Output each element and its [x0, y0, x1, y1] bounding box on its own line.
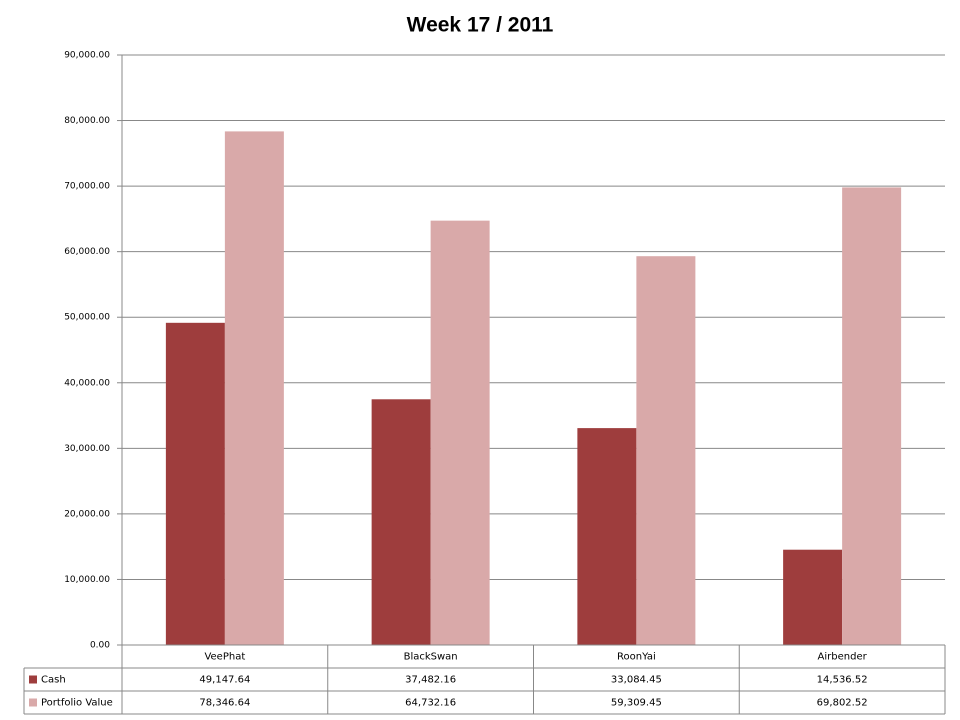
table-value: 59,309.45 — [611, 698, 662, 709]
y-tick-label: 60,000.00 — [64, 247, 110, 257]
bar — [636, 256, 696, 645]
bar — [430, 220, 490, 646]
legend-label: Cash — [41, 675, 66, 686]
legend-key — [29, 675, 37, 684]
table-value: 37,482.16 — [405, 675, 456, 686]
legend-label: Portfolio Value — [41, 698, 113, 709]
table-value: 64,732.16 — [405, 698, 456, 709]
y-tick-label: 50,000.00 — [64, 313, 110, 323]
table-value: 14,536.52 — [817, 675, 868, 686]
legend-key — [29, 698, 37, 707]
table-value: 33,084.45 — [611, 675, 662, 686]
y-tick-label: 80,000.00 — [64, 116, 110, 126]
table-value: 78,346.64 — [199, 698, 250, 709]
x-tick-label: BlackSwan — [404, 652, 458, 663]
y-tick-label: 90,000.00 — [64, 51, 110, 61]
chart-title: Week 17 / 2011 — [407, 14, 554, 37]
y-tick-label: 30,000.00 — [64, 444, 110, 454]
x-tick-label: RoonYai — [617, 652, 656, 663]
x-tick-label: Airbender — [818, 652, 868, 663]
bar — [371, 399, 431, 645]
bar — [577, 428, 637, 645]
x-tick-label: VeePhat — [204, 652, 245, 663]
bar — [224, 131, 284, 646]
table-value: 69,802.52 — [817, 698, 868, 709]
y-tick-label: 70,000.00 — [64, 182, 110, 192]
y-tick-label: 40,000.00 — [64, 378, 110, 388]
table-value: 49,147.64 — [199, 675, 250, 686]
bar — [783, 549, 843, 645]
bar — [165, 322, 225, 645]
bar — [842, 187, 902, 645]
y-tick-label: 10,000.00 — [64, 575, 110, 585]
y-tick-label: 20,000.00 — [64, 509, 110, 519]
y-tick-label: 0.00 — [90, 641, 110, 651]
